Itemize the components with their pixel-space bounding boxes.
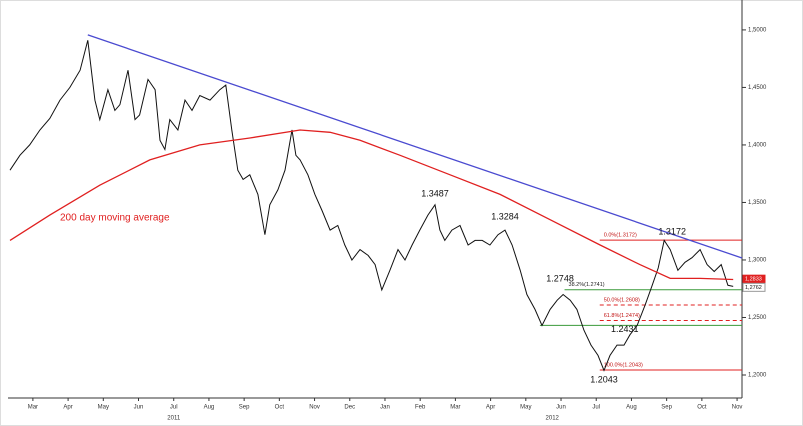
price-annotation: 1.3172	[658, 227, 686, 237]
year-label: 2012	[546, 416, 560, 422]
x-tick-label: Jul	[592, 405, 600, 411]
series-label: 200 day moving average	[60, 213, 170, 224]
x-tick-label: Nov	[732, 405, 743, 411]
y-tick-label: 1,5000	[748, 27, 767, 33]
line-series	[9, 40, 734, 372]
x-tick-label: Oct	[697, 405, 707, 411]
price-annotation: 1.3284	[491, 212, 519, 222]
price-tag	[742, 282, 766, 292]
x-tick-label: Aug	[204, 405, 215, 411]
y-tick-label: 1,4500	[748, 85, 767, 91]
fib-label: 100.0%(1.2043)	[604, 363, 643, 369]
x-tick-label: Oct	[275, 405, 285, 411]
x-tick-label: May	[98, 405, 109, 411]
fib-label: 50.0%(1.2608)	[604, 298, 640, 304]
x-tick-label: Mar	[450, 405, 460, 411]
x-tick-label: Apr	[486, 405, 495, 411]
x-tick-label: Jul	[170, 405, 178, 411]
price-annotation: 1.2043	[590, 374, 618, 384]
y-tick-label: 1,2500	[748, 315, 767, 321]
y-tick-label: 1,3500	[748, 200, 767, 206]
price-tag-label: 1,2833	[745, 277, 762, 283]
x-tick-label: Aug	[626, 405, 637, 411]
y-tick-label: 1,4000	[748, 143, 767, 149]
x-tick-label: Jun	[134, 405, 144, 411]
price-annotation: 1.2431	[611, 324, 639, 334]
x-tick-label: Apr	[63, 405, 72, 411]
price-annotation: 1.2748	[546, 273, 574, 283]
x-tick-label: May	[520, 405, 531, 411]
x-tick-label: Jan	[380, 405, 390, 411]
x-tick-label: Sep	[661, 405, 672, 411]
y-tick-label: 1,2000	[748, 373, 767, 379]
x-tick-label: Jun	[556, 405, 566, 411]
x-tick-label: Nov	[309, 405, 320, 411]
fib-label: 0.0%(1.3172)	[604, 233, 637, 239]
year-label: 2011	[167, 416, 181, 422]
x-tick-label: Dec	[344, 405, 355, 411]
fib-label: 38.2%(1.2741)	[569, 282, 605, 288]
x-tick-label: Feb	[415, 405, 426, 411]
price-tag-label: 1,2762	[745, 285, 762, 291]
price-annotation: 1.3487	[421, 188, 449, 198]
line-series	[87, 34, 743, 259]
x-tick-label: Mar	[28, 405, 38, 411]
line-series	[9, 129, 734, 281]
y-tick-label: 1,3000	[748, 258, 767, 264]
fib-label: 61.8%(1.2474)	[604, 313, 640, 319]
x-tick-label: Sep	[239, 405, 250, 411]
